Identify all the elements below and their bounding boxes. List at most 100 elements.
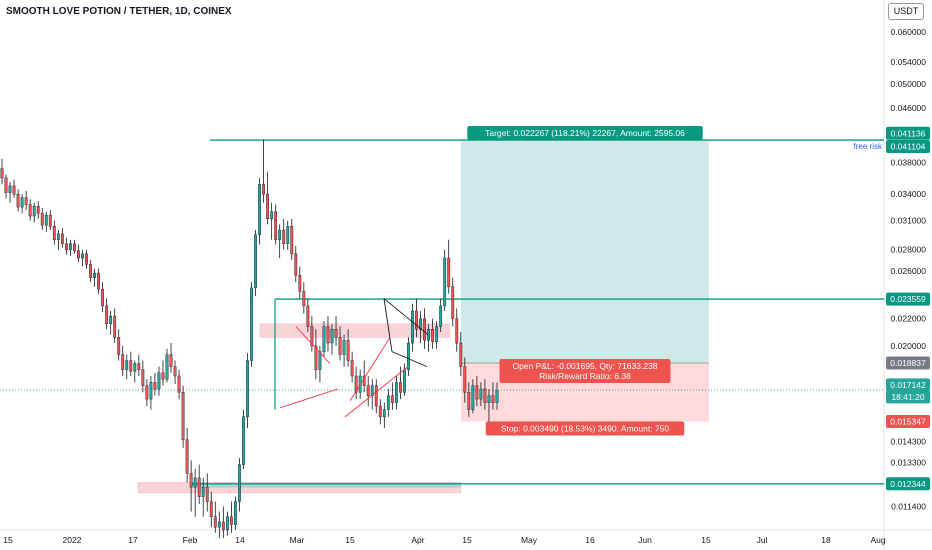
candle-body <box>185 439 189 474</box>
candle-body <box>423 318 426 341</box>
y-tick-label: 0.031000 <box>891 216 927 226</box>
candle-body <box>73 243 76 251</box>
candle-body <box>28 204 32 217</box>
candle-body <box>403 369 406 393</box>
support-price-tag: 0.012344 <box>890 479 926 489</box>
stop-label-bg <box>485 421 685 436</box>
candle-body <box>330 329 334 344</box>
x-tick-label: 16 <box>585 535 595 545</box>
candle-body <box>234 501 237 525</box>
candle-body <box>113 315 117 338</box>
current-price-tag-bg <box>886 378 930 392</box>
x-tick-label: Apr <box>411 535 424 545</box>
currency-button[interactable]: USDT <box>888 3 924 20</box>
y-tick-label: 0.028000 <box>891 245 927 255</box>
trendline-mid-2 <box>349 337 391 402</box>
candle-body <box>137 363 141 370</box>
candle-body <box>394 382 398 403</box>
candle-body <box>471 385 475 410</box>
candle-body <box>36 206 40 214</box>
candle-body <box>495 390 499 403</box>
candle-body <box>298 275 302 292</box>
candle-body <box>225 516 229 531</box>
candle-body <box>390 395 394 403</box>
candle-body <box>32 206 36 217</box>
flag-lower-line <box>391 351 428 368</box>
candle-body <box>483 388 487 403</box>
x-tick-label: Aug <box>870 535 885 545</box>
candle-body <box>350 360 354 377</box>
target-label: Target: 0.022267 (118.21%) 22267, Amount… <box>485 128 685 138</box>
candle-body <box>386 395 390 410</box>
x-tick-label: Feb <box>183 535 198 545</box>
flag-pole <box>383 298 393 352</box>
x-tick-label: Jun <box>638 535 652 545</box>
resistance-price-tag: 0.023559 <box>890 294 926 304</box>
candle-body <box>77 250 80 259</box>
candle-body <box>334 329 338 338</box>
candle-body <box>354 375 358 393</box>
y-tick-label: 0.060000 <box>891 27 927 37</box>
target-price-tag: 0.041104 <box>891 142 926 152</box>
candle-body <box>201 486 205 497</box>
free-risk-annotation: free risk <box>854 142 883 151</box>
candle-body <box>290 226 294 255</box>
trendline-lower-1 <box>279 388 339 409</box>
y-tick-label: 0.014300 <box>891 437 927 447</box>
trendline-lower-2 <box>344 366 409 418</box>
stop-price-tag: 0.015347 <box>890 417 926 427</box>
candle-body <box>459 342 463 367</box>
candle-body <box>294 253 298 276</box>
candle-body <box>282 229 286 244</box>
candle-body <box>193 477 197 488</box>
chart-title: SMOOTH LOVE POTION / TETHER, 1D, COINEX <box>6 6 232 17</box>
candle-body <box>20 197 24 208</box>
candle-body <box>8 185 12 193</box>
candle-body <box>181 392 185 440</box>
candle-body <box>217 521 221 528</box>
x-tick-label: 15 <box>345 535 355 545</box>
candle-body <box>378 405 382 418</box>
support-price-tag-bg <box>886 477 930 491</box>
candle-body <box>246 360 249 418</box>
candle-body <box>16 194 20 208</box>
candle-body <box>342 340 346 355</box>
stop-price-tag-bg <box>886 415 930 429</box>
candle-body <box>270 211 274 220</box>
candle-body <box>475 385 479 400</box>
candle-body <box>262 184 265 195</box>
candle-body <box>149 382 153 400</box>
candle-body <box>85 253 88 265</box>
candle-body <box>165 354 169 380</box>
candle-body <box>48 214 52 227</box>
candle-body <box>322 326 326 352</box>
candle-body <box>374 385 378 407</box>
candle-body <box>487 395 491 403</box>
y-tick-label: 0.050000 <box>891 79 927 89</box>
candle-body <box>97 272 100 290</box>
x-tick-label: May <box>521 535 538 545</box>
candle-body <box>274 211 278 240</box>
trendline-upper-1 <box>295 326 331 364</box>
y-tick-label: 0.046000 <box>891 103 927 113</box>
candle-body <box>278 229 282 240</box>
candle-body <box>250 287 253 361</box>
x-tick-label: 14 <box>235 535 245 545</box>
y-tick-label: 0.038000 <box>891 157 927 167</box>
candle-body <box>346 340 350 361</box>
candle-body <box>101 288 105 307</box>
candle-body <box>173 366 177 377</box>
candle-body <box>399 382 402 393</box>
candle-body <box>306 305 310 327</box>
candle-body <box>109 315 113 325</box>
candle-body <box>121 354 125 370</box>
x-tick-label: Jul <box>757 535 768 545</box>
candle-body <box>479 388 483 400</box>
candle-body <box>443 257 447 307</box>
candle-body <box>117 337 121 355</box>
candle-body <box>366 385 370 396</box>
flag-upper-line <box>383 298 429 336</box>
support-zone-overlay <box>190 482 461 488</box>
